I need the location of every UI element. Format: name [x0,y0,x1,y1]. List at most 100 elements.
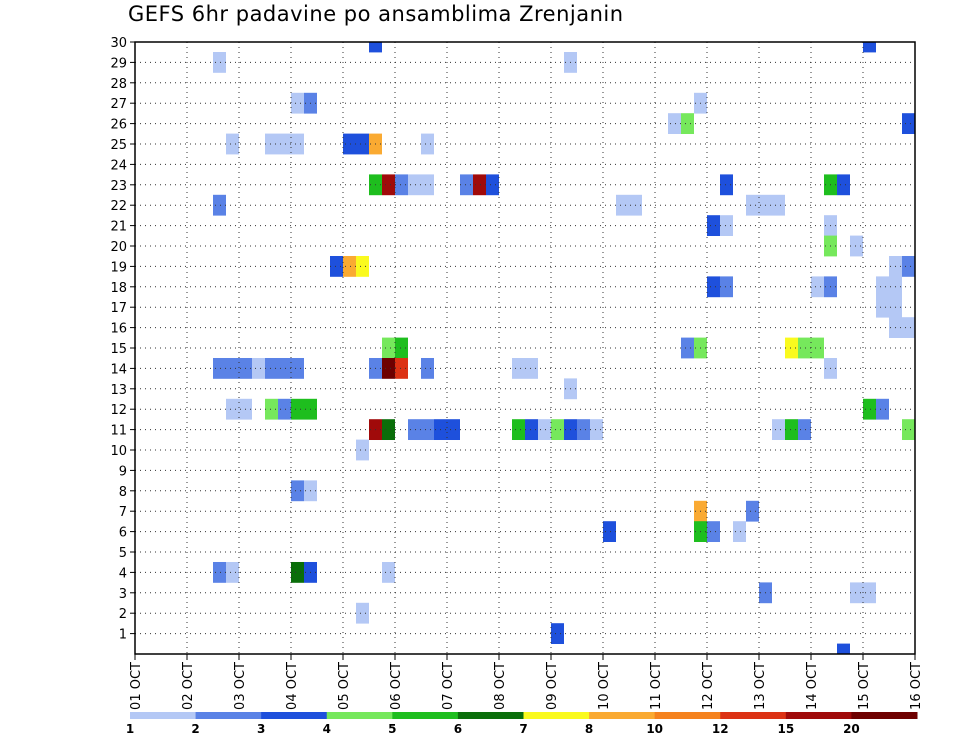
colorbar-segment [457,712,524,719]
precip-cell [902,419,915,441]
precip-cell [603,521,616,543]
x-tick-label: 12 OCT [701,662,716,710]
colorbar-segment [654,712,721,719]
precip-cell [252,357,265,379]
y-tick-label: 30 [110,36,127,51]
precip-cell [395,337,408,359]
precip-cell [356,255,369,277]
y-tick-label: 16 [110,322,127,337]
precip-cell [785,419,798,441]
precip-cell [876,276,889,298]
precip-cell [668,113,681,135]
colorbar-segment [720,712,787,719]
precip-cell [902,317,915,339]
x-tick-label: 06 OCT [389,662,404,710]
precip-cell [213,194,226,216]
precip-cell [278,357,291,379]
precip-cell [720,215,733,237]
precip-cell [486,174,499,196]
colorbar-label: 2 [191,722,199,736]
colorbar-segment [523,712,590,719]
ticks-layer: 1234567891011121314151617181920212223242… [110,36,924,710]
y-tick-label: 23 [110,179,127,194]
y-tick-label: 3 [119,587,127,602]
precip-cell [213,561,226,583]
cells-layer [213,42,915,654]
colorbar-label: 3 [257,722,265,736]
precip-cell [850,582,863,604]
precip-cell [421,419,434,441]
precip-cell [226,398,239,420]
precip-cell [291,480,304,502]
y-tick-label: 21 [110,220,127,235]
y-tick-label: 19 [110,260,127,275]
precip-cell [720,276,733,298]
colorbar-segment [261,712,328,719]
y-tick-label: 7 [119,505,127,520]
y-tick-label: 2 [119,607,127,622]
precip-cell [265,398,278,420]
precip-cell [356,133,369,155]
x-tick-label: 08 OCT [493,662,508,710]
x-tick-label: 09 OCT [545,662,560,710]
y-tick-label: 13 [110,383,127,398]
y-tick-label: 22 [110,199,127,214]
precip-cell [226,357,239,379]
colorbar-segment [851,712,918,719]
precip-cell [681,113,694,135]
precip-cell [226,133,239,155]
precip-cell [447,419,460,441]
colorbar-label: 8 [585,722,593,736]
y-tick-label: 15 [110,342,127,357]
plot-frame [134,41,916,655]
precip-cell [746,500,759,522]
precip-cell [551,623,564,645]
x-tick-label: 05 OCT [337,662,352,710]
y-tick-label: 18 [110,281,127,296]
precip-cell [278,133,291,155]
precip-cell [811,276,824,298]
precip-cell [382,357,395,379]
y-tick-label: 20 [110,240,127,255]
precip-cell [512,357,525,379]
x-tick-label: 01 OCT [129,662,144,710]
x-tick-label: 07 OCT [441,662,456,710]
precip-cell [785,337,798,359]
precip-cell [525,419,538,441]
y-tick-label: 8 [119,485,127,500]
precip-cell [356,602,369,624]
precip-cell [382,174,395,196]
precip-cell [369,42,382,53]
precip-cell [213,51,226,73]
colorbar-segment [392,712,459,719]
colorbar-label: 6 [454,722,462,736]
precip-cell [421,133,434,155]
precip-cell [343,255,356,277]
y-tick-label: 29 [110,56,127,71]
precip-cell [902,255,915,277]
precip-cell [525,357,538,379]
precip-cell [356,439,369,461]
precip-cell [772,419,785,441]
precip-cell [746,194,759,216]
precip-cell [863,398,876,420]
precip-cell [291,133,304,155]
y-tick-label: 4 [119,566,127,581]
x-tick-label: 10 OCT [597,662,612,710]
precip-cell [681,337,694,359]
x-tick-label: 16 OCT [909,662,924,710]
precip-cell [876,398,889,420]
y-tick-label: 1 [119,628,127,643]
precip-cell [330,255,343,277]
y-tick-label: 5 [119,546,127,561]
precip-cell [733,521,746,543]
x-tick-label: 03 OCT [233,662,248,710]
precip-cell [837,643,850,654]
precip-cell [707,276,720,298]
y-tick-label: 27 [110,97,127,112]
colorbar-segment [130,712,197,719]
y-tick-label: 11 [110,424,127,439]
x-tick-label: 02 OCT [181,662,196,710]
precip-cell [382,419,395,441]
